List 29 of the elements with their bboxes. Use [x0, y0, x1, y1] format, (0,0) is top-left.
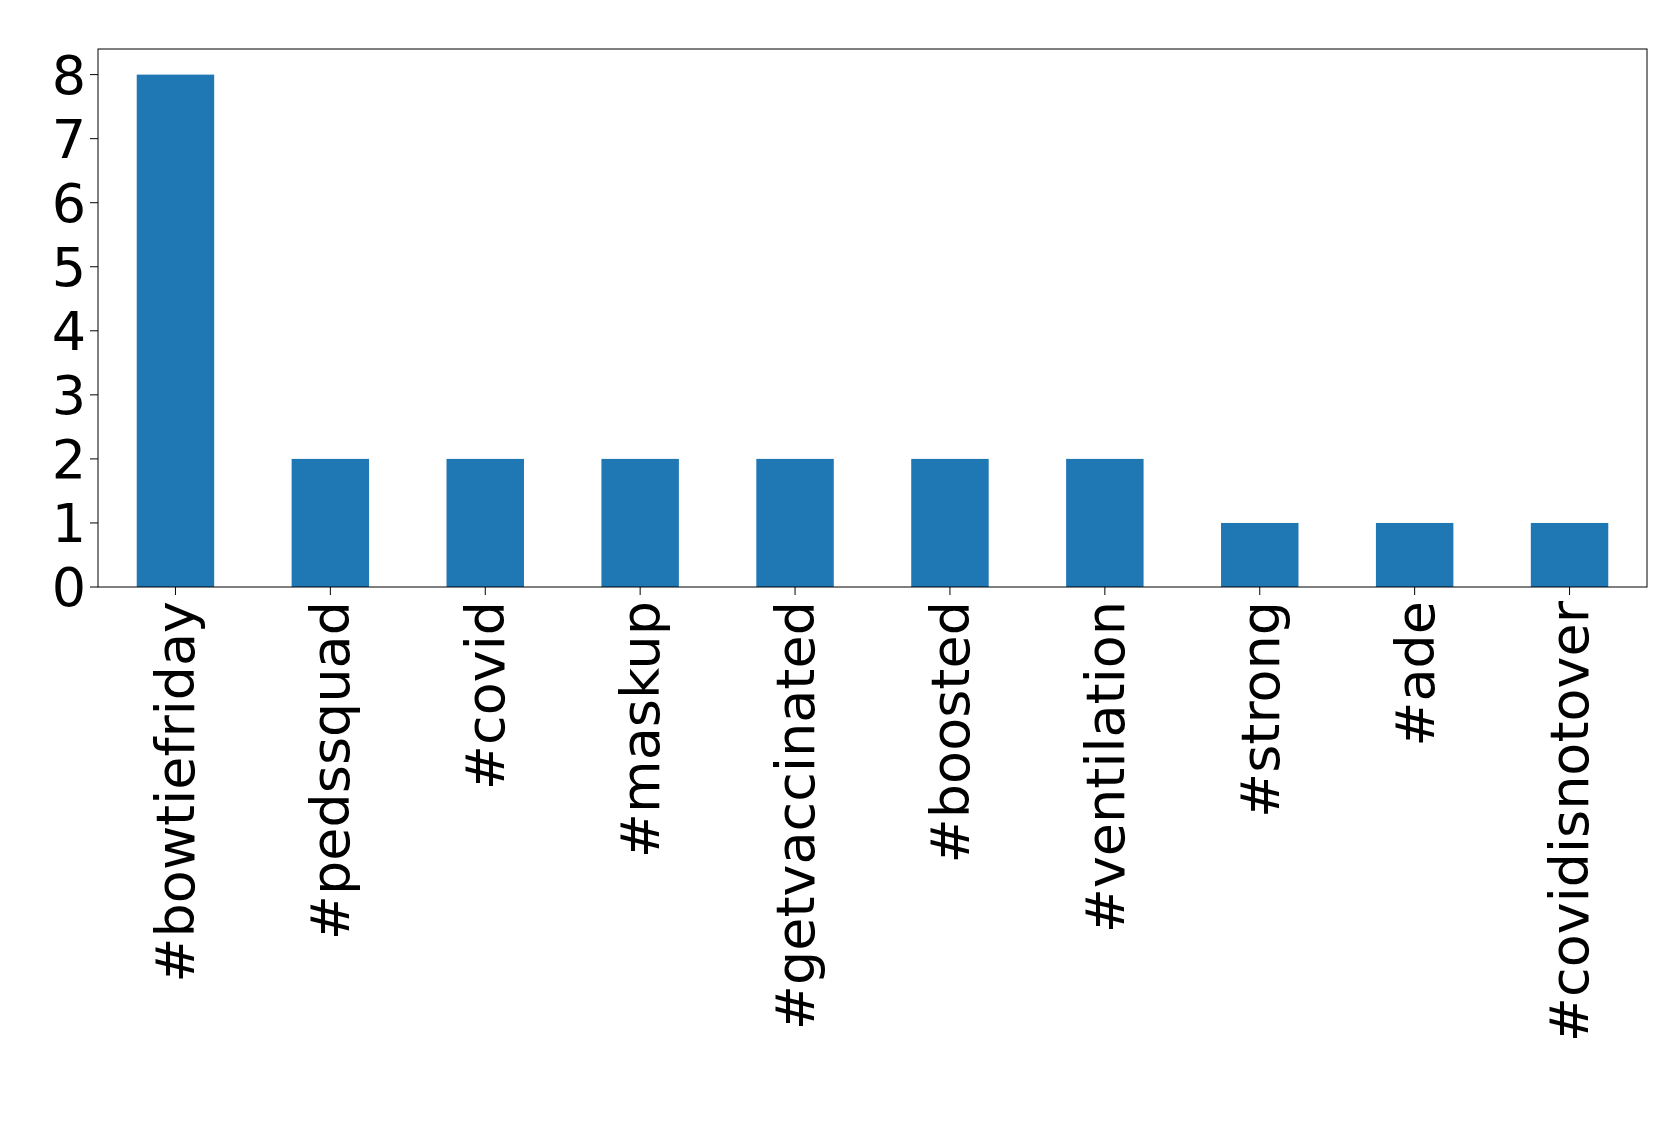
x-tick-label: #boosted [918, 601, 982, 864]
bar [601, 458, 679, 587]
bar [291, 458, 370, 587]
x-tick-label: #ventilation [1073, 601, 1137, 934]
bar [1066, 458, 1144, 587]
y-tick-label: 6 [51, 171, 86, 235]
x-tick-label: #pedssquad [299, 601, 363, 941]
x-tick-label: #maskup [609, 601, 673, 859]
y-tick-label: 2 [51, 427, 86, 491]
y-tick-label: 8 [51, 43, 86, 107]
x-tick-label: #ade [1383, 601, 1447, 747]
x-tick-label: #covidisnotover [1538, 600, 1602, 1043]
x-tick-label: #strong [1228, 601, 1292, 819]
bar [911, 458, 989, 587]
y-tick-label: 0 [51, 555, 86, 619]
bar [1221, 522, 1299, 587]
bar [756, 458, 834, 587]
y-tick-label: 4 [51, 299, 86, 363]
y-tick-label: 5 [51, 235, 86, 299]
bar [1530, 522, 1609, 587]
y-tick-label: 7 [51, 107, 86, 171]
bar [1375, 522, 1454, 587]
x-tick-label: #getvaccinated [763, 601, 827, 1031]
x-tick-label: #bowtiefriday [144, 601, 208, 983]
x-tick-label: #covid [454, 601, 518, 791]
bar [446, 458, 524, 587]
y-tick-label: 3 [51, 363, 86, 427]
y-tick-label: 1 [51, 491, 86, 555]
bar [136, 74, 215, 587]
